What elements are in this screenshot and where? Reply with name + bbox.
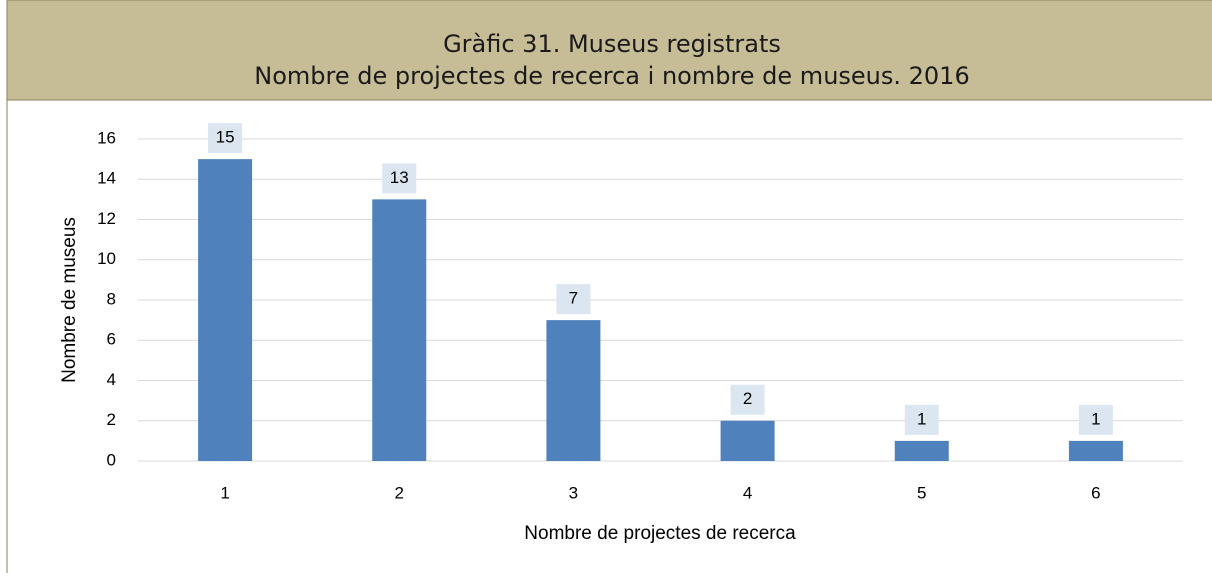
y-axis-label: Nombre de museus	[59, 217, 80, 383]
data-label: 2	[743, 389, 752, 408]
y-tick-label: 10	[97, 249, 116, 268]
data-label: 1	[917, 409, 926, 428]
data-label-box	[208, 123, 243, 154]
x-axis-label: Nombre de projectes de recerca	[524, 523, 796, 544]
bar	[720, 420, 775, 461]
bar	[372, 199, 427, 461]
y-tick-label: 0	[107, 450, 116, 469]
x-tick-label: 1	[220, 483, 229, 502]
data-label-box	[382, 163, 417, 194]
x-tick-label: 2	[395, 483, 404, 502]
bar	[894, 440, 949, 461]
y-tick-label: 6	[107, 330, 116, 349]
y-tick-label: 12	[97, 209, 116, 228]
data-label: 7	[569, 289, 578, 308]
y-tick-label: 2	[107, 410, 116, 429]
data-label-box	[556, 284, 591, 315]
data-label: 15	[216, 128, 235, 147]
data-label: 13	[390, 168, 409, 187]
bar	[546, 320, 601, 461]
data-label-box	[904, 404, 939, 435]
header-band	[6, 0, 1212, 101]
data-label-box	[1078, 404, 1113, 435]
y-tick-label: 16	[97, 128, 116, 147]
x-tick-label: 3	[569, 483, 578, 502]
x-tick-label: 4	[743, 483, 752, 502]
bar	[198, 159, 253, 461]
chart-subtitle: Nombre de projectes de recerca i nombre …	[254, 62, 969, 90]
x-tick-label: 5	[917, 483, 926, 502]
x-tick-label: 6	[1091, 483, 1100, 502]
y-tick-label: 8	[107, 289, 116, 308]
data-label-box	[730, 384, 765, 415]
y-tick-label: 14	[97, 169, 116, 188]
chart-title: Gràfic 31. Museus registrats	[443, 30, 781, 58]
bar	[1068, 440, 1123, 461]
y-tick-label: 4	[107, 370, 116, 389]
data-label: 1	[1091, 409, 1100, 428]
